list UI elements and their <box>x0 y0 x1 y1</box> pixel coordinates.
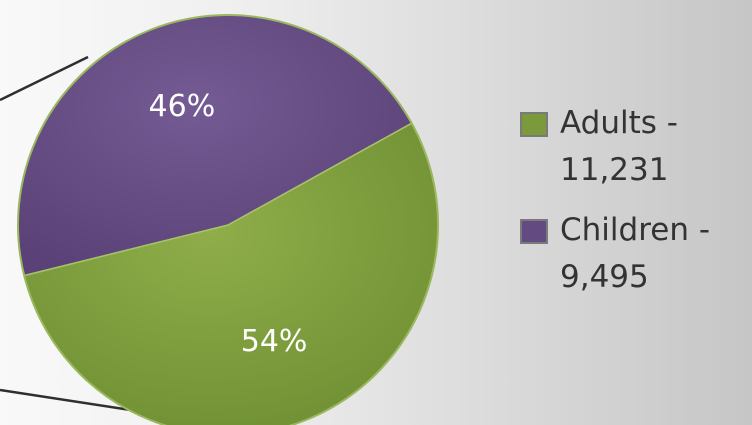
callout-lines <box>0 55 151 415</box>
legend: Adults - 11,231 Children - 9,495 <box>520 100 752 314</box>
callout-line-bottom <box>0 388 151 415</box>
legend-swatch <box>520 219 548 244</box>
legend-label: Children - 9,495 <box>560 212 711 295</box>
callout-line-top <box>0 55 89 102</box>
legend-item-children: Children - 9,495 <box>520 207 752 301</box>
slice-label-children: 46% <box>149 89 216 124</box>
legend-item-adults: Adults - 11,231 <box>520 100 752 194</box>
legend-label: Adults - 11,231 <box>560 105 678 188</box>
pie-rim <box>17 14 439 425</box>
slice-label-adults: 54% <box>241 324 308 359</box>
legend-swatch <box>520 112 548 137</box>
